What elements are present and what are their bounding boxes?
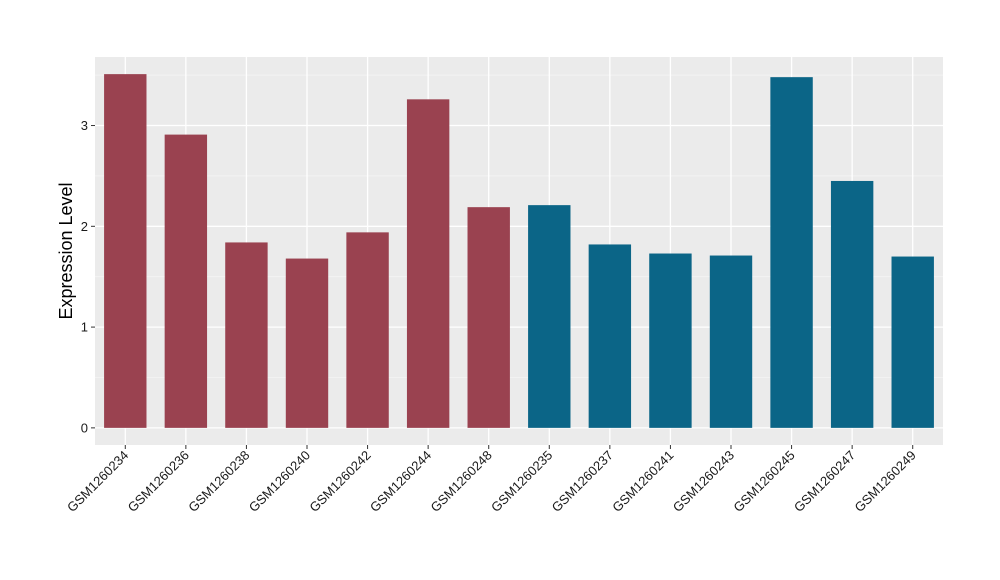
bar-GSM1260245 <box>770 77 813 428</box>
x-axis: GSM1260234GSM1260236GSM1260238GSM1260240… <box>64 445 919 515</box>
bar-GSM1260243 <box>709 255 753 428</box>
x-tick-label: GSM1260240 <box>246 448 313 515</box>
y-axis-title: Expression Level <box>56 182 76 319</box>
bar-GSM1260247 <box>830 180 874 428</box>
x-tick-label: GSM1260243 <box>670 448 737 515</box>
plot-panel <box>95 57 943 445</box>
bar-GSM1260241 <box>649 253 692 428</box>
bar-GSM1260244 <box>406 99 450 428</box>
x-tick-label: GSM1260245 <box>730 448 797 515</box>
bar-GSM1260248 <box>467 207 510 428</box>
bar-GSM1260234 <box>104 74 147 428</box>
x-tick-label: GSM1260238 <box>185 448 252 515</box>
bar-GSM1260242 <box>346 232 389 428</box>
y-tick-label: 1 <box>81 320 88 335</box>
bar-GSM1260238 <box>225 242 268 428</box>
y-tick-label: 2 <box>81 219 88 234</box>
bar-GSM1260235 <box>528 205 571 428</box>
x-tick-label: GSM1260244 <box>367 448 434 515</box>
x-tick-label: GSM1260235 <box>488 448 555 515</box>
y-axis: 0 1 2 3 <box>81 118 95 435</box>
bar-GSM1260249 <box>891 256 934 428</box>
y-tick-label: 0 <box>81 420 88 435</box>
bar-GSM1260237 <box>588 244 632 428</box>
x-tick-label: GSM1260249 <box>851 448 918 515</box>
x-tick-label: GSM1260241 <box>609 448 676 515</box>
x-tick-label: GSM1260242 <box>306 448 373 515</box>
y-tick-label: 3 <box>81 118 88 133</box>
x-tick-label: GSM1260234 <box>64 448 131 515</box>
bar-GSM1260236 <box>164 134 208 428</box>
bar-GSM1260240 <box>285 258 329 428</box>
x-tick-label: GSM1260247 <box>791 448 858 515</box>
x-tick-label: GSM1260248 <box>427 448 494 515</box>
x-tick-label: GSM1260237 <box>549 448 616 515</box>
bars <box>104 74 934 428</box>
x-tick-label: GSM1260236 <box>125 448 192 515</box>
